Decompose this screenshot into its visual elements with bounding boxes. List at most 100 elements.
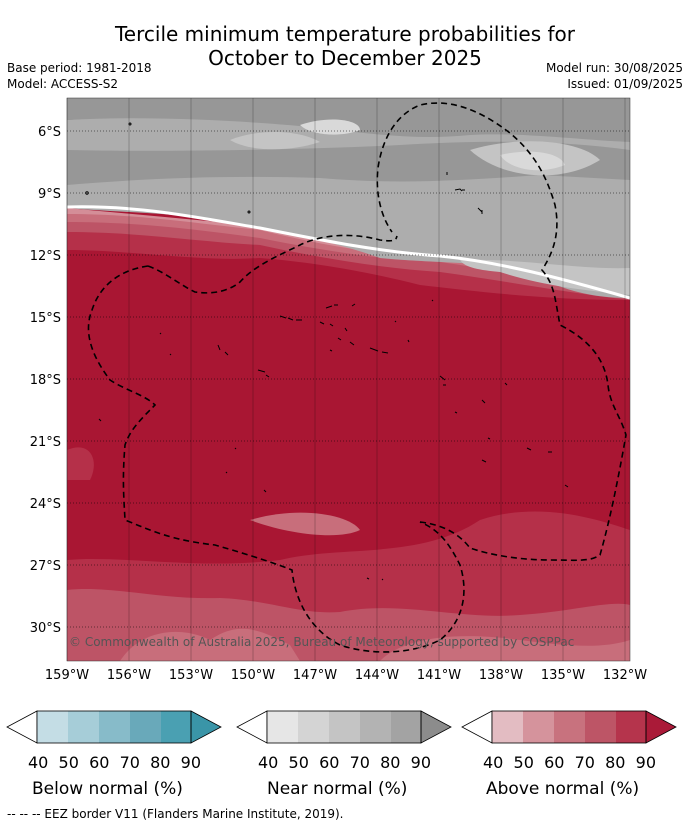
tick: 60 <box>319 753 340 772</box>
latitude-label: 24°S <box>30 497 61 512</box>
legend-below-normal: 40 50 60 70 80 90 Below normal (%) <box>6 708 222 799</box>
model-name: Model: ACCESS-S2 <box>7 77 119 91</box>
latitude-label: 21°S <box>30 435 61 450</box>
colorbar-swatch <box>191 711 221 743</box>
map-fill <box>67 98 630 661</box>
longitude-labels: 159°W 156°W 153°W 150°W 147°W 144°W 141°W 138°W… <box>45 668 647 683</box>
title-line-2: October to December 2025 <box>208 46 482 70</box>
eez-borders <box>87 102 627 653</box>
legend-label-near: Near normal (%) <box>267 779 408 799</box>
category-boundary <box>67 205 630 300</box>
map-title: Tercile minimum temperature probabilitie… <box>0 22 690 70</box>
tick: 60 <box>89 753 110 772</box>
colorbar-swatch <box>267 711 298 743</box>
near-band-dark-2 <box>67 98 630 142</box>
map-frame <box>66 97 631 662</box>
tick: 80 <box>150 753 171 772</box>
base-period: Base period: 1981-2018 <box>7 61 152 75</box>
tick: 90 <box>410 753 432 772</box>
tick: 90 <box>635 753 657 772</box>
colorbar-swatch <box>391 711 421 743</box>
colorbar-near <box>236 710 452 744</box>
colorbar-swatch <box>554 711 585 743</box>
colorbar-swatch <box>329 711 360 743</box>
longitude-label: 159°W <box>45 668 89 683</box>
colorbar-below <box>6 710 222 744</box>
tick: 40 <box>483 753 504 772</box>
tick: 50 <box>513 753 534 772</box>
copyright-notice: © Commonwealth of Australia 2025, Bureau… <box>69 635 574 649</box>
colorbar-swatch <box>616 711 646 743</box>
colorbar-swatch <box>523 711 554 743</box>
eez-cook-islands <box>87 265 465 653</box>
above-patch-2 <box>67 447 94 480</box>
longitude-label: 156°W <box>107 668 151 683</box>
above-patch-1 <box>250 512 360 536</box>
tick: 40 <box>28 753 49 772</box>
colorbar-swatch <box>161 711 191 743</box>
above-band-north-3 <box>67 210 630 295</box>
longitude-label: 144°W <box>355 668 399 683</box>
tick: 40 <box>258 753 279 772</box>
colorbar-above <box>461 710 677 744</box>
map-grid <box>66 97 631 662</box>
above-band-north-4 <box>67 208 630 288</box>
legend-label-above: Above normal (%) <box>486 779 640 799</box>
model-run: Model run: 30/08/2025 <box>545 61 683 75</box>
latitude-label: 9°S <box>38 187 61 202</box>
latitude-label: 27°S <box>30 559 61 574</box>
probability-map: © Commonwealth of Australia 2025, Bureau… <box>30 97 647 683</box>
legend-above-normal: 40 50 60 70 80 90 Above normal (%) <box>461 708 677 799</box>
near-patch-2 <box>300 119 360 135</box>
colorbar-swatch <box>585 711 616 743</box>
colorbar-swatch <box>492 711 523 743</box>
ticks-above: 40 50 60 70 80 90 <box>483 753 656 772</box>
eez-footnote: -- -- -- EEZ border V11 (Flanders Marine… <box>7 807 344 821</box>
ticks-below: 40 50 60 70 80 90 <box>28 753 201 772</box>
tick: 70 <box>574 753 595 772</box>
colorbar-swatch <box>646 711 676 743</box>
longitude-label: 147°W <box>293 668 337 683</box>
colorbar-swatch <box>99 711 130 743</box>
latitude-label: 18°S <box>30 373 61 388</box>
tick: 70 <box>119 753 140 772</box>
title-line-1: Tercile minimum temperature probabilitie… <box>114 22 576 46</box>
meta-left: Base period: 1981-2018 Model: ACCESS-S2 <box>7 60 152 92</box>
colorbar-swatch <box>298 711 329 743</box>
issued-date: Issued: 01/09/2025 <box>567 77 683 91</box>
tick: 50 <box>58 753 79 772</box>
legend-label-below: Below normal (%) <box>32 779 183 799</box>
colorbar-swatch <box>421 711 451 743</box>
latitude-label: 15°S <box>30 311 61 326</box>
latitude-labels: 6°S 9°S 12°S 15°S 18°S 21°S 24°S 27°S 30°S <box>30 125 61 636</box>
near-patch-4 <box>500 151 565 171</box>
eez-north-edge <box>147 234 398 294</box>
tick: 80 <box>605 753 626 772</box>
meta-right: Model run: 30/08/2025 Issued: 01/09/2025 <box>546 60 683 92</box>
colorbar-swatch <box>130 711 161 743</box>
longitude-label: 132°W <box>603 668 647 683</box>
tick: 70 <box>349 753 370 772</box>
tick: 50 <box>288 753 309 772</box>
ticks-near: 40 50 60 70 80 90 <box>258 753 431 772</box>
longitude-label: 150°W <box>231 668 275 683</box>
above-band-50-60 <box>120 628 300 661</box>
near-patch-1 <box>230 131 320 150</box>
longitude-label: 135°W <box>541 668 585 683</box>
tick: 60 <box>544 753 565 772</box>
colorbar-swatch <box>360 711 391 743</box>
longitude-label: 138°W <box>479 668 523 683</box>
colorbar-swatch <box>68 711 99 743</box>
longitude-label: 153°W <box>169 668 213 683</box>
islands <box>85 122 569 581</box>
above-band-50-60b <box>380 636 630 661</box>
tick: 80 <box>380 753 401 772</box>
longitude-label: 141°W <box>417 668 461 683</box>
tick: 90 <box>180 753 202 772</box>
latitude-label: 12°S <box>30 249 61 264</box>
latitude-label: 6°S <box>38 125 61 140</box>
colorbar-swatch <box>37 711 68 743</box>
latitude-label: 30°S <box>30 621 61 636</box>
legend-near-normal: 40 50 60 70 80 90 Near normal (%) <box>236 708 452 799</box>
above-band-north-2 <box>67 212 630 300</box>
